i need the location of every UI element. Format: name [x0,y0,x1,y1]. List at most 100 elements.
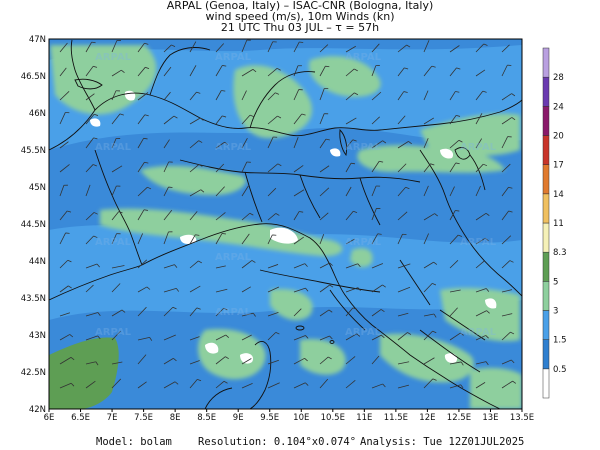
wind-barb [345,379,356,389]
wind-barb [293,165,304,173]
wind-barb [215,65,227,77]
wind-barb [241,39,251,53]
colorbar-segment [542,193,550,224]
wind-barb [215,141,229,149]
wind-barb [371,160,384,173]
wind-barb [163,186,173,197]
wind-barb [397,163,407,173]
svg-text:ARPAL: ARPAL [345,52,382,63]
wind-speed-field: ARPAL ARPAL ARPAL ARPAL ARPAL ARPAL ARPA… [49,39,522,409]
wind-barb [241,161,251,173]
wind-barb [501,331,515,341]
wind-barb [215,334,230,341]
wind-barb [267,67,281,77]
wind-barb [215,43,225,53]
wind-barb [111,165,123,173]
wind-barb [163,264,178,269]
wind-barb [345,139,357,149]
wind-barb [371,185,381,197]
svg-text:ARPAL: ARPAL [460,237,497,248]
wind-barb [215,356,229,365]
wind-barb [163,381,179,389]
wind-barb [59,67,67,77]
wind-barb [137,137,148,149]
colorbar-level-label: 17 [553,161,564,171]
wind-barb [423,357,435,365]
wind-barb [475,237,489,245]
wind-barb [501,210,513,221]
wind-barb [423,313,437,318]
wind-barb [475,335,489,341]
svg-text:ARPAL: ARPAL [95,327,132,338]
wind-barb [475,310,490,317]
wind-barb [397,67,409,77]
wind-barb [59,285,72,293]
lat-tick-label: 42N [29,405,46,415]
colorbar-segment [542,47,550,78]
colorbar-segment [542,368,550,399]
wind-barb [215,307,228,317]
colorbar-level-label: 1.5 [553,336,567,346]
wind-barb [111,233,121,245]
wind-barb [267,382,280,389]
wind-barb [397,384,410,389]
wind-barb [501,235,512,245]
map-subtitle: wind speed (m/s), 10m Winds (kn) [205,10,395,23]
wind-barb [215,212,226,221]
wind-barb [241,358,252,365]
wind-barb [163,115,178,125]
wind-barb [59,112,70,125]
svg-text:ARPAL: ARPAL [215,307,252,318]
svg-text:ARPAL: ARPAL [345,237,382,248]
wind-barb [449,45,460,53]
svg-text:ARPAL: ARPAL [460,142,497,153]
colorbar-level-label: 24 [553,102,564,112]
wind-barb [449,260,459,269]
wind-barb [345,333,361,341]
wind-barb [319,165,330,173]
wind-barb [371,208,381,221]
wind-barb [111,137,121,149]
wind-barb [397,361,410,365]
wind-barb [475,212,490,221]
wind-barb [59,210,72,221]
wind-barb [501,93,516,101]
wind-barb [111,113,124,125]
svg-text:ARPAL: ARPAL [95,237,132,248]
wind-barb [475,288,490,293]
wind-barb [319,335,333,341]
wind-barb [449,289,461,293]
wind-barb [137,186,152,197]
wind-barb [59,91,70,101]
wind-barb [423,40,430,53]
wind-barb [267,92,280,101]
wind-barb [449,139,463,149]
wind-barb [371,334,385,341]
wind-barb [293,137,299,149]
colorbar-segment [542,339,550,370]
wind-barb [267,359,279,365]
lon-tick-label: 13.5E [510,413,534,423]
wind-barb [163,44,176,53]
wind-barb [501,136,512,149]
wind-barb [449,162,460,173]
wind-barb [423,138,429,149]
wind-barb [59,334,74,341]
wind-barb [449,186,455,197]
svg-text:ARPAL: ARPAL [95,52,132,63]
wind-barb [241,233,250,245]
wind-barb [371,263,384,269]
wind-barb [345,287,361,293]
resolution-info: Resolution: 0.104°x0.074° [198,436,357,448]
svg-text:ARPAL: ARPAL [215,252,252,263]
wind-barb [449,91,460,101]
lon-tick-label: 7.5E [134,413,153,423]
wind-barb [267,234,277,245]
wind-barb [319,284,334,293]
wind-barb [319,88,329,101]
wind-barb [111,330,121,341]
wind-barb [423,65,436,77]
wind-barb [319,44,329,53]
wind-barb [293,357,308,365]
